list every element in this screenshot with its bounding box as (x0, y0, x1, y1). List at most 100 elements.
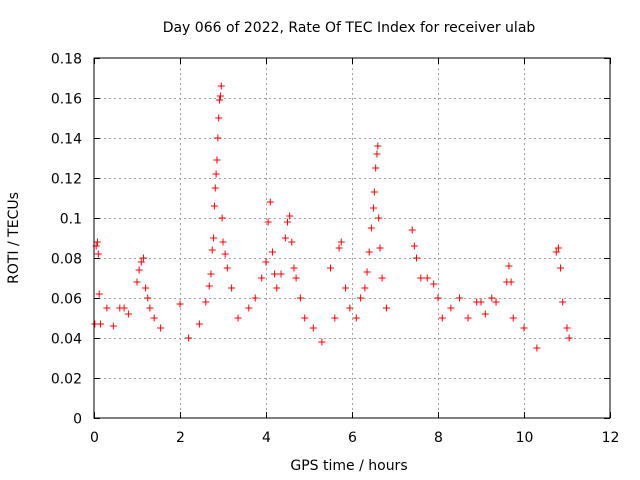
data-point (221, 250, 229, 258)
data-point (352, 314, 360, 322)
y-tick-label: 0.18 (51, 52, 82, 68)
data-point (185, 334, 193, 342)
y-tick-label: 0 (73, 412, 82, 428)
data-point (217, 82, 225, 90)
data-point (210, 202, 218, 210)
data-point (93, 238, 101, 246)
data-point (533, 344, 541, 352)
data-point (565, 334, 573, 342)
data-point (382, 304, 390, 312)
data-point (296, 294, 304, 302)
data-point (488, 294, 496, 302)
data-point (216, 96, 224, 104)
data-point (273, 284, 281, 292)
data-point (251, 294, 259, 302)
data-point (554, 244, 562, 252)
data-point (438, 314, 446, 322)
y-tick-label: 0.08 (51, 252, 82, 268)
data-point (417, 274, 425, 282)
data-point (208, 246, 216, 254)
data-point (207, 270, 215, 278)
data-point (434, 294, 442, 302)
data-point (430, 280, 438, 288)
data-point (342, 284, 350, 292)
data-point (211, 184, 219, 192)
data-point (120, 304, 128, 312)
data-point (309, 324, 317, 332)
data-point (202, 298, 210, 306)
data-point (509, 314, 517, 322)
data-point (370, 204, 377, 212)
x-tick-label: 4 (262, 430, 271, 446)
data-point (492, 298, 500, 306)
data-point (205, 282, 213, 290)
data-point (447, 304, 455, 312)
data-point (507, 278, 515, 286)
x-tick-label: 8 (434, 430, 443, 446)
data-point (505, 262, 513, 270)
data-point (228, 284, 236, 292)
data-point (456, 294, 463, 302)
data-points (91, 82, 573, 352)
data-point (413, 254, 420, 262)
x-tick-label: 0 (90, 430, 99, 446)
data-point (219, 238, 227, 246)
data-point (301, 314, 309, 322)
data-point (373, 150, 381, 158)
x-tick-label: 2 (176, 430, 185, 446)
data-point (124, 310, 132, 318)
data-point (367, 224, 375, 232)
data-point (363, 268, 371, 276)
data-point (266, 198, 274, 206)
data-point (271, 270, 279, 278)
data-point (481, 310, 489, 318)
chart-title: Day 066 of 2022, Rate Of TEC Index for r… (163, 20, 536, 36)
data-point (290, 264, 298, 272)
data-point (292, 274, 300, 282)
data-point (346, 304, 354, 312)
data-point (135, 266, 143, 274)
data-point (215, 114, 223, 122)
data-point (133, 278, 141, 286)
data-point (109, 322, 117, 330)
y-tick-label: 0.1 (60, 212, 82, 228)
data-point (376, 244, 384, 252)
data-point (361, 284, 369, 292)
y-tick-label: 0.16 (51, 92, 82, 108)
data-point (268, 248, 276, 256)
data-point (95, 290, 103, 298)
data-point (410, 242, 418, 250)
data-point (139, 254, 147, 262)
data-point (213, 156, 221, 164)
data-point (318, 338, 326, 346)
data-point (144, 294, 152, 302)
data-point (195, 320, 203, 328)
data-point (335, 244, 343, 252)
data-point (365, 248, 373, 256)
data-point (157, 324, 165, 332)
data-point (563, 324, 571, 332)
data-point (331, 314, 339, 322)
data-point (557, 264, 565, 272)
y-tick-label: 0.04 (51, 332, 82, 348)
data-point (286, 212, 294, 220)
y-axis-label: ROTI / TECUs (6, 192, 22, 284)
data-point (245, 304, 253, 312)
data-point (103, 304, 111, 312)
data-point (234, 314, 242, 322)
data-point (378, 274, 386, 282)
grid-layer (94, 58, 610, 418)
data-point (477, 298, 485, 306)
x-tick-label: 12 (602, 430, 620, 446)
data-point (281, 234, 289, 242)
data-point (284, 218, 291, 226)
data-point (337, 238, 345, 246)
data-point (216, 92, 224, 100)
data-point (218, 214, 226, 222)
axis-layer: 0 0.02 0.04 0.06 0.08 0.1 0.12 0.14 0.16 0.18 0 2 4 6… (51, 52, 620, 447)
data-point (288, 238, 296, 246)
x-axis-label: GPS time / hours (290, 458, 407, 474)
y-tick-label: 0.02 (51, 372, 82, 388)
data-point (264, 218, 272, 226)
